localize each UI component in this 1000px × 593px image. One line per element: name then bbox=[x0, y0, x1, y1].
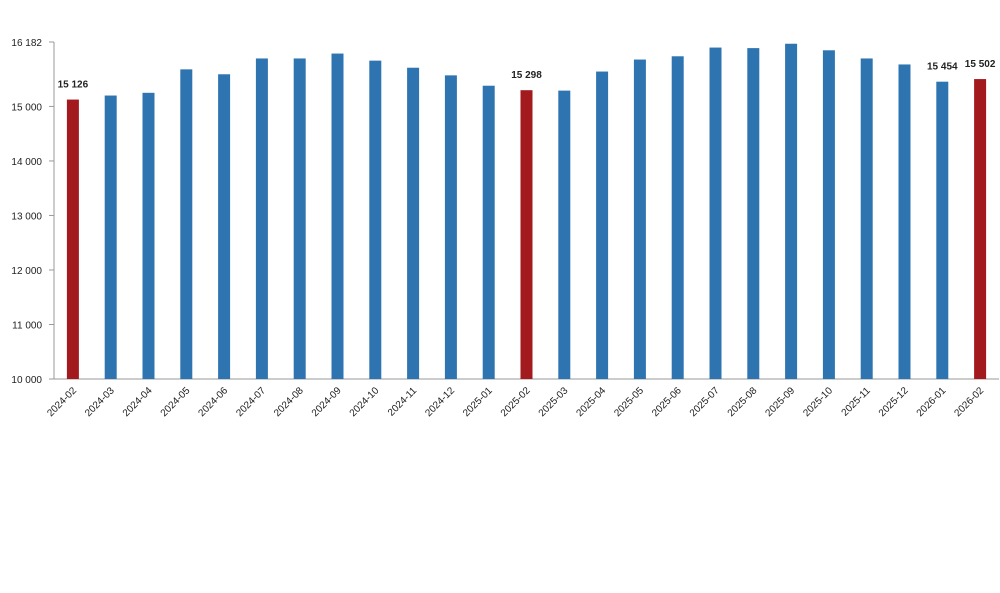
value-label: 15 298 bbox=[511, 70, 542, 81]
x-tick-label: 2024-06 bbox=[196, 385, 230, 419]
x-tick-label: 2025-12 bbox=[877, 385, 911, 419]
y-tick-label: 16 182 bbox=[11, 38, 42, 49]
y-tick-label: 14 000 bbox=[11, 157, 42, 168]
y-tick-label: 11 000 bbox=[12, 320, 42, 331]
x-tick-label: 2025-09 bbox=[763, 385, 797, 419]
bar bbox=[369, 60, 382, 379]
x-tick-label: 2025-04 bbox=[574, 385, 608, 419]
x-tick-label: 2024-09 bbox=[310, 385, 344, 419]
bar bbox=[520, 90, 533, 380]
bar bbox=[898, 64, 911, 379]
bar bbox=[709, 47, 722, 380]
value-label: 15 502 bbox=[965, 59, 996, 70]
x-tick-label: 2024-02 bbox=[45, 385, 79, 419]
bar bbox=[407, 67, 420, 379]
value-label: 15 126 bbox=[58, 80, 89, 91]
bar bbox=[66, 99, 79, 380]
bar bbox=[558, 90, 571, 380]
bar bbox=[293, 58, 306, 380]
bar bbox=[104, 95, 117, 380]
x-tick-label: 2024-04 bbox=[121, 385, 155, 419]
x-tick-label: 2024-12 bbox=[423, 385, 457, 419]
y-tick-label: 12 000 bbox=[11, 266, 42, 277]
bar bbox=[785, 43, 798, 380]
bar bbox=[633, 59, 646, 379]
bar bbox=[747, 48, 760, 379]
x-tick-label: 2025-07 bbox=[688, 385, 722, 419]
x-tick-label: 2025-03 bbox=[537, 385, 571, 419]
bar bbox=[444, 75, 457, 379]
x-tick-label: 2025-10 bbox=[801, 385, 835, 419]
x-tick-label: 2026-01 bbox=[915, 385, 949, 419]
bar bbox=[142, 92, 155, 379]
bar bbox=[671, 56, 684, 379]
bar bbox=[860, 58, 873, 380]
bar bbox=[482, 85, 495, 379]
x-tick-label: 2025-05 bbox=[612, 385, 646, 419]
y-tick-label: 10 000 bbox=[11, 375, 42, 386]
x-tick-label: 2024-08 bbox=[272, 385, 306, 419]
x-tick-label: 2024-03 bbox=[83, 385, 117, 419]
y-tick-label: 13 000 bbox=[11, 211, 42, 222]
bar bbox=[974, 79, 987, 379]
x-tick-label: 2025-01 bbox=[461, 385, 495, 419]
y-tick-label: 15 000 bbox=[11, 102, 42, 113]
x-tick-label: 2024-07 bbox=[234, 385, 268, 419]
bar bbox=[596, 71, 609, 379]
bar bbox=[255, 58, 268, 380]
x-tick-label: 2025-06 bbox=[650, 385, 684, 419]
x-tick-label: 2024-10 bbox=[348, 385, 382, 419]
x-tick-label: 2025-02 bbox=[499, 385, 533, 419]
bar bbox=[936, 81, 949, 379]
x-tick-label: 2024-05 bbox=[159, 385, 193, 419]
value-label: 15 454 bbox=[927, 62, 958, 73]
bar bbox=[218, 74, 231, 379]
bar bbox=[822, 50, 835, 380]
x-tick-label: 2026-02 bbox=[952, 385, 986, 419]
x-tick-label: 2025-11 bbox=[840, 385, 874, 419]
x-tick-label: 2024-11 bbox=[386, 385, 420, 419]
x-tick-label: 2025-08 bbox=[726, 385, 760, 419]
bar bbox=[180, 69, 193, 380]
bar bbox=[331, 53, 344, 380]
